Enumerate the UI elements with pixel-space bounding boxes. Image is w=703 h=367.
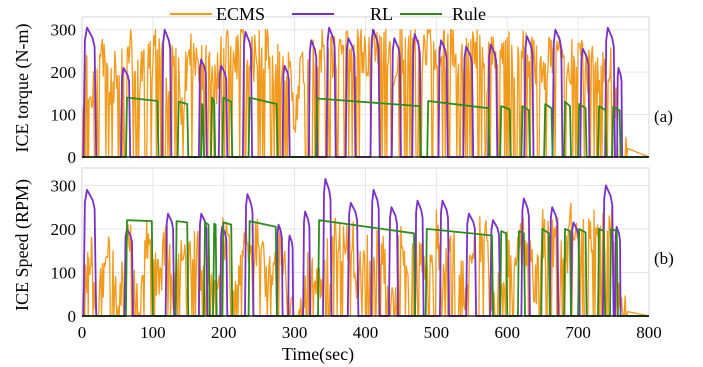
panel-a-y-tick-label: 300 [51, 21, 77, 40]
x-tick-label: 800 [636, 323, 662, 342]
x-tick-label: 400 [353, 323, 379, 342]
panel-a-y-axis-label: ICE torque (N-m) [12, 24, 33, 153]
panel-a-torque: 0 100 200 300 ICE torque (N-m) (a) [12, 16, 673, 167]
panel-b-x-ticks: 0 100 200 300 400 500 600 700 800 [78, 323, 662, 342]
panel-a-series [81, 26, 650, 158]
panel-b-y-tick-label: 300 [51, 176, 77, 195]
panel-b-y-ticks: 0 100 200 300 [51, 176, 77, 326]
panel-b-series-rule [82, 219, 649, 317]
panel-b-speed: 0 100 200 300 0 100 200 300 400 500 600 700 800 ICE… [12, 167, 674, 365]
panel-b-y-tick-label: 0 [68, 307, 77, 326]
panel-b-y-tick-label: 200 [51, 220, 77, 239]
legend-label-rl: RL [370, 4, 393, 24]
legend-label-rule: Rule [452, 4, 486, 24]
panel-b-y-tick-label: 100 [51, 263, 77, 282]
x-tick-label: 0 [78, 323, 87, 342]
panel-a-y-tick-label: 0 [68, 148, 77, 167]
panel-b-y-axis-label: ICE Speed (RPM) [12, 179, 33, 311]
panel-a-y-ticks: 0 100 200 300 [51, 21, 77, 167]
panel-a-series-ecms [81, 29, 650, 158]
legend: ECMS RL Rule [170, 4, 486, 24]
panel-a-series-rl [82, 26, 649, 158]
x-tick-label: 100 [140, 323, 166, 342]
x-tick-label: 500 [424, 323, 450, 342]
panel-a-label: (a) [654, 107, 673, 126]
panel-a-series-rule [82, 96, 649, 158]
panel-a-y-tick-label: 200 [51, 63, 77, 82]
panel-a-y-tick-label: 100 [51, 106, 77, 125]
x-tick-label: 600 [495, 323, 521, 342]
x-tick-label: 700 [565, 323, 591, 342]
panel-b-label: (b) [654, 249, 674, 268]
x-axis-label: Time(sec) [282, 344, 354, 365]
legend-label-ecms: ECMS [216, 4, 265, 24]
x-tick-label: 200 [211, 323, 237, 342]
x-tick-label: 300 [282, 323, 308, 342]
